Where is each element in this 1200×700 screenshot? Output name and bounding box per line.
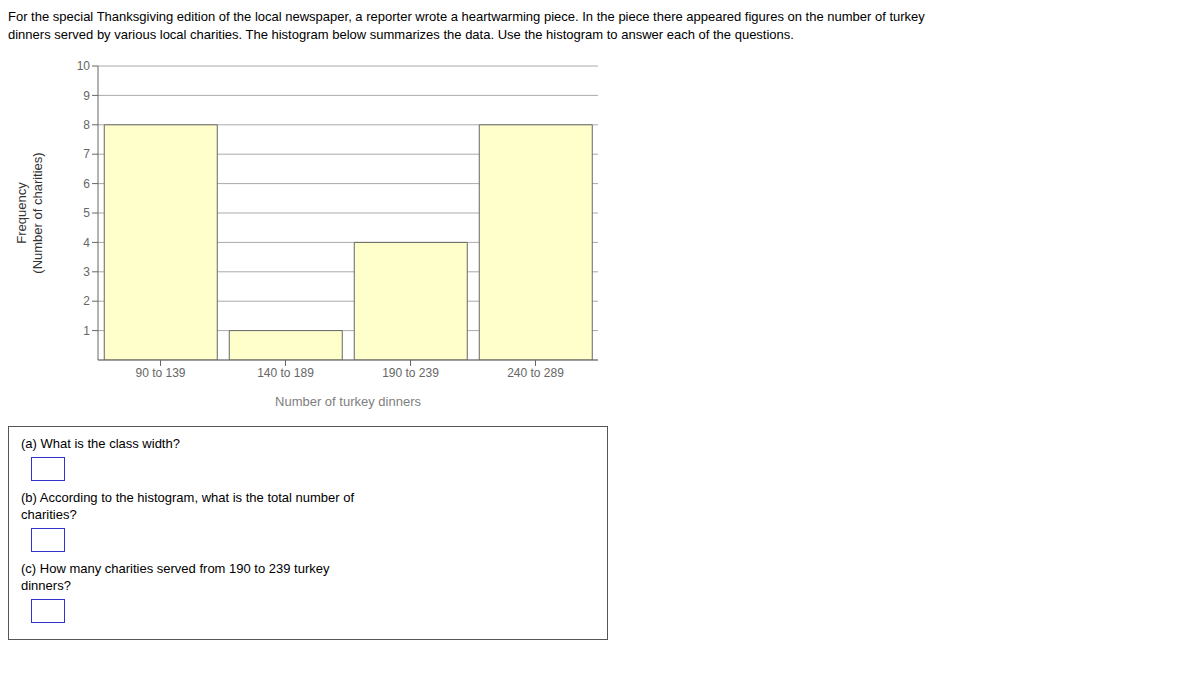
svg-text:1: 1 <box>83 324 90 338</box>
html-text:dinners served by various loca: dinners served by various local charitie… <box>8 27 794 42</box>
svg-text:9: 9 <box>83 89 90 103</box>
svg-text:240 to 289: 240 to 289 <box>507 366 564 380</box>
html-text:For the special Thanksgiving e: For the special Thanksgiving edition of … <box>8 9 925 24</box>
svg-text:140 to 189: 140 to 189 <box>257 366 314 380</box>
svg-text:190 to 239: 190 to 239 <box>382 366 439 380</box>
svg-text:7: 7 <box>83 147 90 161</box>
svg-text:3: 3 <box>83 265 90 279</box>
svg-text:5: 5 <box>83 206 90 220</box>
html-text:(a) What is the class width?: (a) What is the class width? <box>21 436 180 451</box>
svg-text:10: 10 <box>77 59 91 73</box>
svg-text:Frequency(Number of charities): Frequency(Number of charities) <box>14 152 45 273</box>
svg-text:Number of turkey dinners: Number of turkey dinners <box>275 394 421 409</box>
html-text:(c) How many charities served: (c) How many charities served from 190 t… <box>21 561 330 593</box>
svg-text:8: 8 <box>83 118 90 132</box>
svg-text:90 to 139: 90 to 139 <box>135 366 185 380</box>
svg-text:6: 6 <box>83 177 90 191</box>
html-text:(b) According to the histogram: (b) According to the histogram, what is … <box>21 490 355 522</box>
svg-text:2: 2 <box>83 294 90 308</box>
svg-text:4: 4 <box>83 236 90 250</box>
